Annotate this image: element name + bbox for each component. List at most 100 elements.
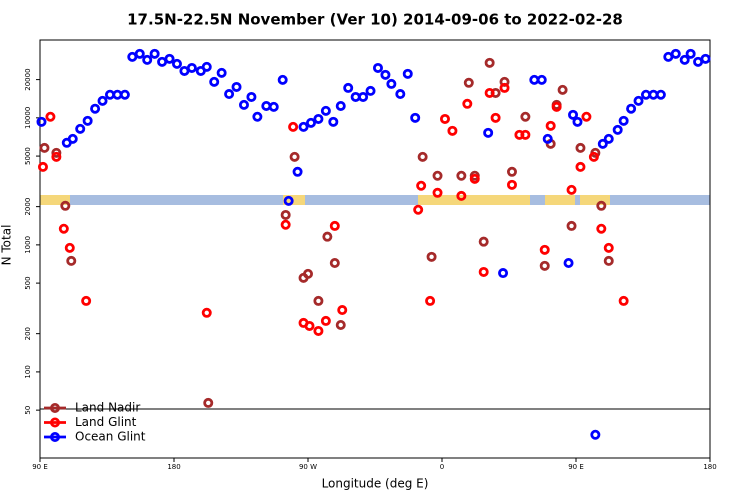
point bbox=[499, 82, 510, 93]
legend-marker bbox=[50, 402, 61, 413]
point bbox=[280, 219, 291, 230]
legend-marker bbox=[50, 417, 61, 428]
point bbox=[410, 112, 421, 123]
point bbox=[328, 116, 339, 127]
point bbox=[575, 161, 586, 172]
point bbox=[478, 266, 489, 277]
point bbox=[456, 170, 467, 181]
point bbox=[82, 115, 93, 126]
point bbox=[506, 179, 517, 190]
plot-frame bbox=[39, 39, 711, 459]
point bbox=[380, 69, 391, 80]
point bbox=[478, 236, 489, 247]
point bbox=[64, 242, 75, 253]
point bbox=[81, 295, 92, 306]
point bbox=[209, 76, 220, 87]
point bbox=[313, 113, 324, 124]
point bbox=[329, 257, 340, 268]
point bbox=[201, 61, 212, 72]
point bbox=[603, 255, 614, 266]
point bbox=[596, 200, 607, 211]
point bbox=[322, 231, 333, 242]
y-tick-label: 10000 bbox=[24, 107, 32, 129]
point bbox=[590, 429, 601, 440]
point bbox=[685, 48, 696, 59]
point bbox=[603, 242, 614, 253]
point bbox=[456, 190, 467, 201]
point bbox=[313, 295, 324, 306]
point bbox=[425, 295, 436, 306]
point bbox=[490, 112, 501, 123]
chart-title: 17.5N-22.5N November (Ver 10) 2014-09-06… bbox=[127, 11, 623, 29]
point bbox=[203, 397, 214, 408]
point bbox=[39, 142, 50, 153]
point bbox=[358, 91, 369, 102]
point bbox=[283, 195, 294, 206]
y-tick-label: 100 bbox=[24, 365, 32, 378]
point bbox=[520, 129, 531, 140]
x-tick-label: 90 E bbox=[32, 463, 48, 471]
point bbox=[51, 147, 62, 158]
point bbox=[313, 325, 324, 336]
point bbox=[432, 187, 443, 198]
point bbox=[36, 116, 47, 127]
point bbox=[186, 62, 197, 73]
point bbox=[581, 111, 592, 122]
y-tick-label: 500 bbox=[24, 276, 32, 289]
point bbox=[588, 151, 599, 162]
point bbox=[563, 257, 574, 268]
point bbox=[612, 124, 623, 135]
point bbox=[320, 105, 331, 116]
point bbox=[246, 91, 257, 102]
point bbox=[557, 84, 568, 95]
point bbox=[484, 57, 495, 68]
y-axis-label: N Total bbox=[0, 225, 14, 266]
point bbox=[134, 48, 145, 59]
y-tick-label: 200 bbox=[24, 327, 32, 340]
point bbox=[288, 121, 299, 132]
point bbox=[462, 98, 473, 109]
point bbox=[416, 180, 427, 191]
point bbox=[432, 170, 443, 181]
point bbox=[402, 68, 413, 79]
point bbox=[231, 81, 242, 92]
point bbox=[539, 260, 550, 271]
point bbox=[304, 320, 315, 331]
point bbox=[320, 315, 331, 326]
point bbox=[335, 320, 346, 331]
point bbox=[539, 244, 550, 255]
point bbox=[536, 74, 547, 85]
x-axis-label: Longitude (deg E) bbox=[322, 477, 429, 491]
point bbox=[447, 125, 458, 136]
point bbox=[238, 99, 249, 110]
point bbox=[66, 255, 77, 266]
point bbox=[149, 48, 160, 59]
legend-label: Ocean Glint bbox=[75, 430, 146, 444]
point bbox=[268, 101, 279, 112]
point bbox=[277, 74, 288, 85]
point bbox=[572, 116, 583, 127]
legend-marker bbox=[50, 431, 61, 442]
point bbox=[298, 121, 309, 132]
point bbox=[289, 151, 300, 162]
point bbox=[119, 89, 130, 100]
point bbox=[51, 151, 62, 162]
x-tick-label: 180 bbox=[167, 463, 180, 471]
point bbox=[568, 109, 579, 120]
point bbox=[329, 220, 340, 231]
point bbox=[97, 95, 108, 106]
point bbox=[700, 53, 711, 64]
point bbox=[365, 85, 376, 96]
point bbox=[343, 82, 354, 93]
point bbox=[164, 53, 175, 64]
point bbox=[224, 89, 235, 100]
point bbox=[372, 62, 383, 73]
point bbox=[386, 78, 397, 89]
point bbox=[618, 115, 629, 126]
y-tick-label: 1000 bbox=[24, 236, 32, 254]
point bbox=[655, 89, 666, 100]
point bbox=[335, 100, 346, 111]
point bbox=[498, 268, 509, 279]
point bbox=[596, 223, 607, 234]
